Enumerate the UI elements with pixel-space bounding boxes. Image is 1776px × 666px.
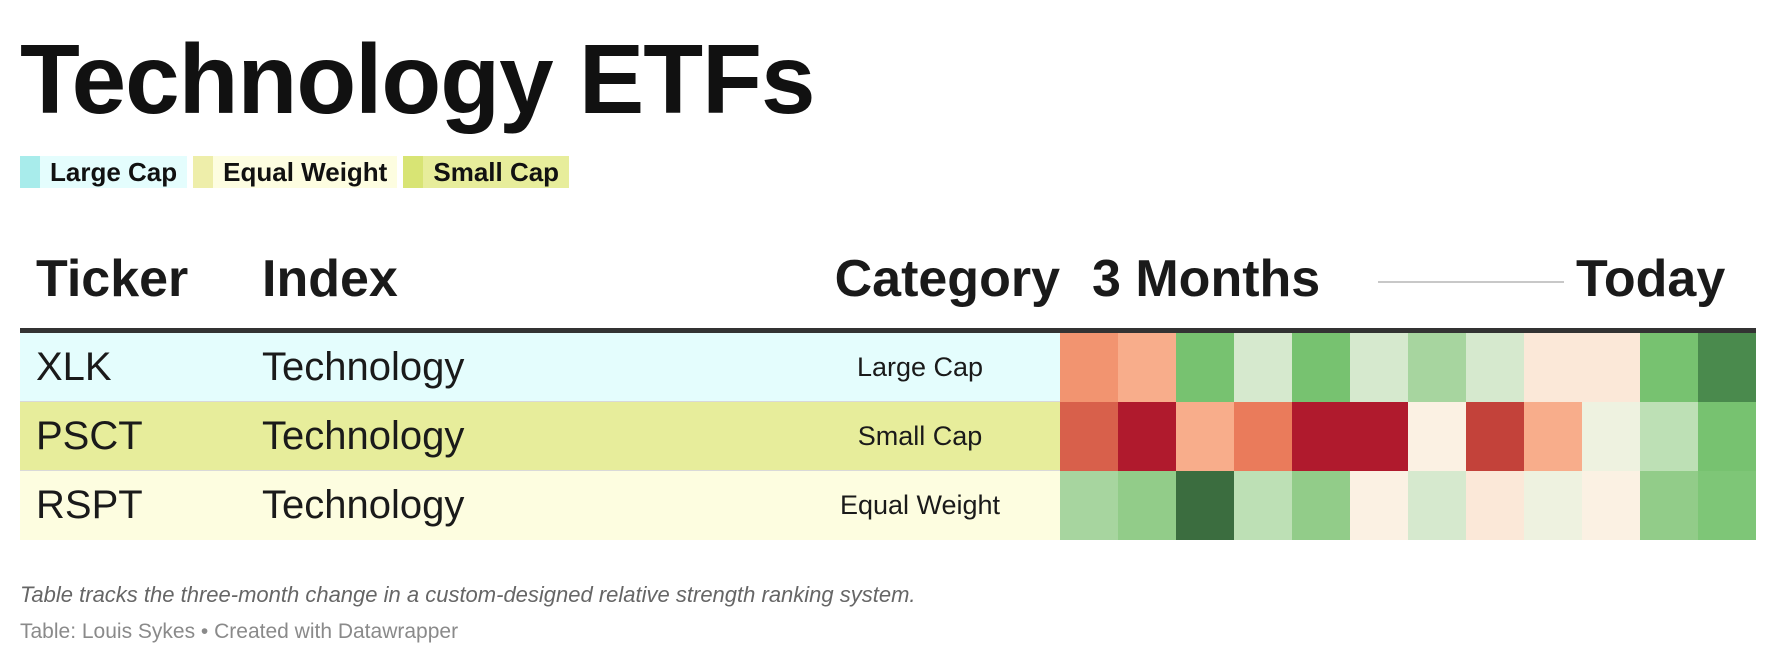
table-body: XLK Technology Large Cap PSCT Technology Smal…: [20, 333, 1756, 540]
heatmap-cell: [1350, 333, 1408, 402]
cell-index: Technology: [262, 345, 465, 389]
heatmap-strip: [1060, 402, 1756, 471]
heatmap-cell: [1060, 333, 1118, 402]
heatmap-cell: [1060, 402, 1118, 471]
heatmap-cell: [1524, 333, 1582, 402]
cell-ticker: XLK: [36, 345, 112, 389]
heatmap-cell: [1524, 402, 1582, 471]
heatmap-cell: [1582, 471, 1640, 540]
cell-category: Large Cap: [856, 352, 984, 382]
heatmap-cell: [1234, 402, 1292, 471]
heatmap-cell: [1698, 333, 1756, 402]
legend-label: Equal Weight: [223, 156, 388, 187]
legend-swatch: [20, 156, 40, 188]
cell-index: Technology: [262, 414, 465, 458]
heatmap-cell: [1408, 333, 1466, 402]
legend-item: Small Cap: [403, 156, 570, 188]
legend-label: Small Cap: [433, 156, 560, 187]
heatmap-cell: [1118, 333, 1176, 402]
cell-ticker: RSPT: [36, 483, 143, 527]
cell-ticker: PSCT: [36, 414, 143, 458]
heatmap-cell: [1060, 471, 1118, 540]
heatmap-cell: [1350, 402, 1408, 471]
legend-item: Large Cap: [20, 156, 188, 188]
heatmap-strip: [1060, 333, 1756, 402]
heatmap-cell: [1408, 402, 1466, 471]
header-range-start: 3 Months: [1092, 250, 1321, 308]
table-header: Ticker Index Category 3 Months Today: [20, 246, 1756, 326]
heatmap-cell: [1176, 333, 1234, 402]
legend-item: Equal Weight: [193, 156, 398, 188]
table-notes: Table tracks the three-month change in a…: [20, 582, 916, 607]
heatmap-cell: [1698, 471, 1756, 540]
heatmap-cell: [1292, 471, 1350, 540]
heatmap-cell: [1640, 402, 1698, 471]
heatmap-cell: [1234, 333, 1292, 402]
heatmap-cell: [1698, 402, 1756, 471]
header-range-line: [1378, 281, 1564, 283]
legend-label: Large Cap: [50, 156, 178, 187]
heatmap-cell: [1118, 402, 1176, 471]
header-rule: [20, 328, 1756, 333]
heatmap-cell: [1466, 402, 1524, 471]
cell-category: Equal Weight: [839, 490, 1001, 520]
table-row: RSPT Technology Equal Weight: [20, 471, 1756, 540]
legend-swatch: [193, 156, 214, 188]
heatmap-cell: [1350, 471, 1408, 540]
heatmap-cell: [1582, 402, 1640, 471]
heatmap-cell: [1524, 471, 1582, 540]
heatmap-cell: [1118, 471, 1176, 540]
heatmap-cell: [1234, 471, 1292, 540]
heatmap-cell: [1176, 471, 1234, 540]
table-row: XLK Technology Large Cap: [20, 333, 1756, 402]
header-category: Category: [834, 250, 1060, 308]
heatmap-cell: [1466, 333, 1524, 402]
legend-swatch: [403, 156, 424, 188]
heatmap-cell: [1466, 471, 1524, 540]
heatmap-cell: [1582, 333, 1640, 402]
heatmap-cell: [1292, 333, 1350, 402]
heatmap-strip: [1060, 471, 1756, 540]
page-title: Technology ETFs: [20, 24, 815, 134]
legend: Large Cap Equal Weight Small Cap: [20, 156, 570, 188]
header-range-end: Today: [1576, 250, 1726, 308]
table-row: PSCT Technology Small Cap: [20, 402, 1756, 471]
cell-category: Small Cap: [857, 421, 983, 451]
header-index: Index: [262, 250, 398, 308]
heatmap-cell: [1640, 471, 1698, 540]
heatmap-cell: [1640, 333, 1698, 402]
heatmap-cell: [1408, 471, 1466, 540]
cell-index: Technology: [262, 483, 465, 527]
header-ticker: Ticker: [36, 250, 189, 308]
heatmap-cell: [1176, 402, 1234, 471]
table-source: Table: Louis Sykes • Created with Datawr…: [20, 620, 459, 643]
heatmap-cell: [1292, 402, 1350, 471]
